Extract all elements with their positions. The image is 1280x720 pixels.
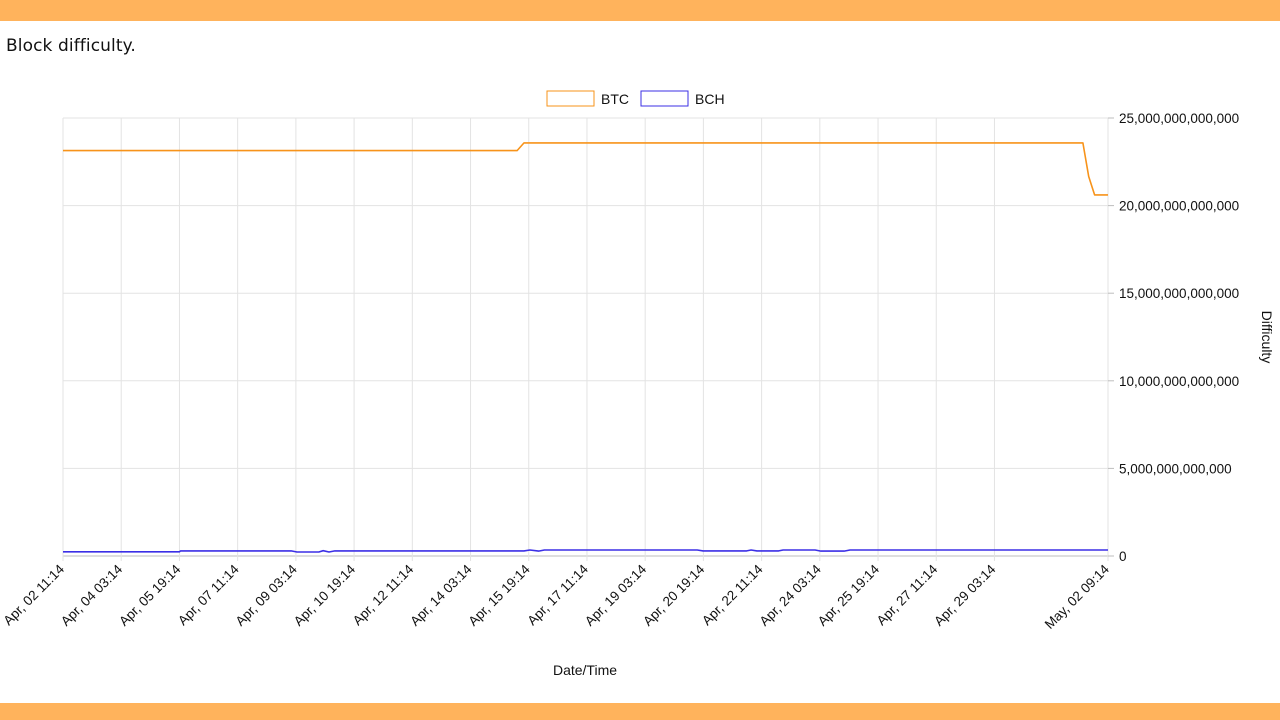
y-tick-label: 10,000,000,000,000 bbox=[1119, 374, 1239, 389]
legend[interactable]: BTC BCH bbox=[546, 90, 725, 107]
y-tick-label: 0 bbox=[1119, 549, 1127, 564]
x-axis-label: Date/Time bbox=[553, 662, 617, 678]
y-axis-label: Difficulty bbox=[1259, 311, 1275, 364]
series-line-btc bbox=[63, 142, 1108, 196]
x-tick-label: Apr, 29 03:14 bbox=[931, 561, 999, 629]
y-tick-label: 15,000,000,000,000 bbox=[1119, 286, 1239, 301]
y-axis-ticks: 0 5,000,000,000,000 10,000,000,000,000 15,0… bbox=[1108, 111, 1239, 564]
x-tick-label: Apr, 10 19:14 bbox=[291, 561, 359, 629]
series-line-bch bbox=[63, 549, 1108, 553]
x-tick-label: Apr, 25 19:14 bbox=[815, 561, 883, 629]
legend-swatch bbox=[640, 90, 689, 107]
legend-label: BTC bbox=[601, 91, 629, 107]
difficulty-line-chart: 0 5,000,000,000,000 10,000,000,000,000 15,0… bbox=[0, 90, 1275, 678]
grid bbox=[62, 117, 1109, 561]
legend-item-bch[interactable]: BCH bbox=[640, 90, 725, 107]
x-tick-label: Apr, 05 19:14 bbox=[116, 561, 184, 629]
top-accent-band bbox=[0, 0, 1280, 21]
y-tick-label: 20,000,000,000,000 bbox=[1119, 199, 1239, 214]
legend-label: BCH bbox=[695, 91, 725, 107]
legend-item-btc[interactable]: BTC bbox=[546, 90, 629, 107]
x-tick-label: Apr, 20 19:14 bbox=[640, 561, 708, 629]
series-lines bbox=[63, 142, 1108, 553]
x-tick-label: May, 02 09:14 bbox=[1042, 561, 1113, 632]
legend-swatch bbox=[546, 90, 595, 107]
bottom-accent-band bbox=[0, 703, 1280, 720]
chart-caption: Block difficulty. bbox=[6, 36, 136, 56]
y-tick-label: 25,000,000,000,000 bbox=[1119, 111, 1239, 126]
y-tick-label: 5,000,000,000,000 bbox=[1119, 461, 1232, 476]
x-tick-label: Apr, 15 19:14 bbox=[465, 561, 533, 629]
